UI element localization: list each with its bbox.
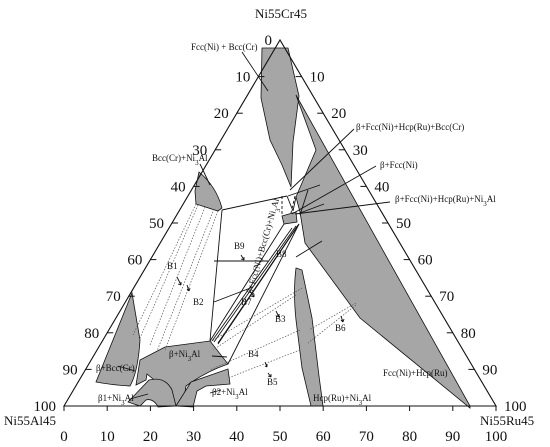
vertex-left-label: Ni55Al45	[4, 413, 56, 428]
bottom-axis-tick-label: 50	[273, 429, 288, 445]
right-axis-tick-label: 60	[418, 253, 433, 269]
bottom-axis-tick-label: 60	[316, 429, 331, 445]
bottom-axis-tick-label: 0	[60, 429, 68, 445]
alloy-point-labels: B1 B2 B3 B4 B5 B6 B7 B8 B9	[167, 241, 346, 387]
region-beta1-ni3al	[127, 378, 177, 408]
bottom-axis-tick-label: 20	[143, 429, 158, 445]
label-fcc-bcc: Fcc(Ni) + Bcc(Cr)	[191, 42, 258, 52]
tie-lines	[209, 184, 325, 365]
point-b1: B1	[167, 261, 178, 271]
label-beta1-ni3al: β1+Ni3Al	[98, 393, 134, 407]
axis-tick-labels: 0102030405060708090100102030405060708090…	[34, 33, 527, 445]
vertex-right-label: Ni55Ru45	[480, 413, 534, 428]
right-axis-tick-label: 10	[310, 70, 325, 86]
left-axis-tick-label: 60	[127, 253, 142, 269]
point-b5: B5	[267, 377, 278, 387]
label-fcc-hcp: Fcc(Ni)+Hcp(Ru)	[383, 368, 448, 378]
tick-marks	[63, 76, 497, 411]
vertex-labels: Ni55Cr45 Ni55Al45 Ni55Ru45	[4, 6, 534, 428]
bottom-axis-tick-label: 40	[229, 429, 244, 445]
right-axis-tick-label: 40	[374, 179, 389, 195]
bottom-axis-tick-label: 70	[359, 429, 374, 445]
bottom-axis-tick-label: 100	[485, 429, 508, 445]
bottom-axis-tick-label: 80	[402, 429, 417, 445]
left-axis-tick-label: 70	[106, 289, 121, 305]
label-bcc-ni3al: Bcc(Cr)+Ni3Al	[152, 153, 208, 167]
region-beta2-ni3al	[175, 368, 231, 408]
label-quad-ru-ni3al: β+Fcc(Ni)+Hcp(Ru)+Ni3Al	[395, 194, 496, 208]
region-fcc-bcc	[260, 47, 300, 188]
left-axis-tick-label: 20	[214, 106, 229, 122]
bottom-axis-tick-label: 10	[100, 429, 115, 445]
point-b8: B8	[276, 249, 287, 259]
left-axis-tick-label: 30	[192, 143, 207, 159]
right-axis-tick-label: 100	[504, 399, 527, 415]
left-axis-tick-label: 10	[235, 70, 250, 86]
label-beta-fcc: β+Fcc(Ni)	[380, 160, 418, 170]
vertex-top-label: Ni55Cr45	[255, 6, 307, 21]
label-quad-ru-cr: β+Fcc(Ni)+Hcp(Ru)+Bcc(Cr)	[356, 122, 464, 132]
label-pointers	[117, 51, 391, 400]
label-beta-bcc: β+Bcc(Cr)	[96, 363, 135, 373]
left-axis-tick-label: 100	[34, 399, 57, 415]
left-axis-tick-label: 40	[171, 179, 186, 195]
left-axis-tick-label: 80	[84, 326, 99, 342]
point-b2: B2	[193, 297, 204, 307]
bottom-axis-tick-label: 90	[445, 429, 460, 445]
right-axis-tick-label: 80	[461, 326, 476, 342]
left-axis-tick-label: 90	[63, 362, 78, 378]
point-markers	[176, 254, 345, 378]
point-b4: B4	[248, 349, 259, 359]
point-b9: B9	[234, 241, 245, 251]
dotted-tie-lines	[132, 203, 357, 379]
region-quad-cr	[281, 211, 298, 225]
phase-regions	[95, 47, 471, 409]
region-hcp-ni3al	[294, 267, 324, 407]
point-b3: B3	[275, 314, 286, 324]
right-axis-tick-label: 30	[353, 143, 368, 159]
right-axis-tick-label: 90	[482, 362, 497, 378]
bottom-axis-tick-label: 30	[186, 429, 201, 445]
right-axis-tick-label: 20	[331, 106, 346, 122]
point-b6: B6	[335, 323, 346, 333]
right-axis-tick-label: 70	[439, 289, 454, 305]
label-beta2-ni3al: β2+Ni3Al	[212, 387, 248, 401]
point-b7: B7	[241, 297, 252, 307]
region-beta-bcc	[95, 291, 141, 387]
left-axis-tick-label: 50	[149, 216, 164, 232]
region-bcc-ni3al	[194, 171, 223, 212]
left-axis-tick-label: 0	[265, 33, 273, 49]
region-fcc-hcp	[295, 94, 471, 409]
right-axis-tick-label: 50	[396, 216, 411, 232]
